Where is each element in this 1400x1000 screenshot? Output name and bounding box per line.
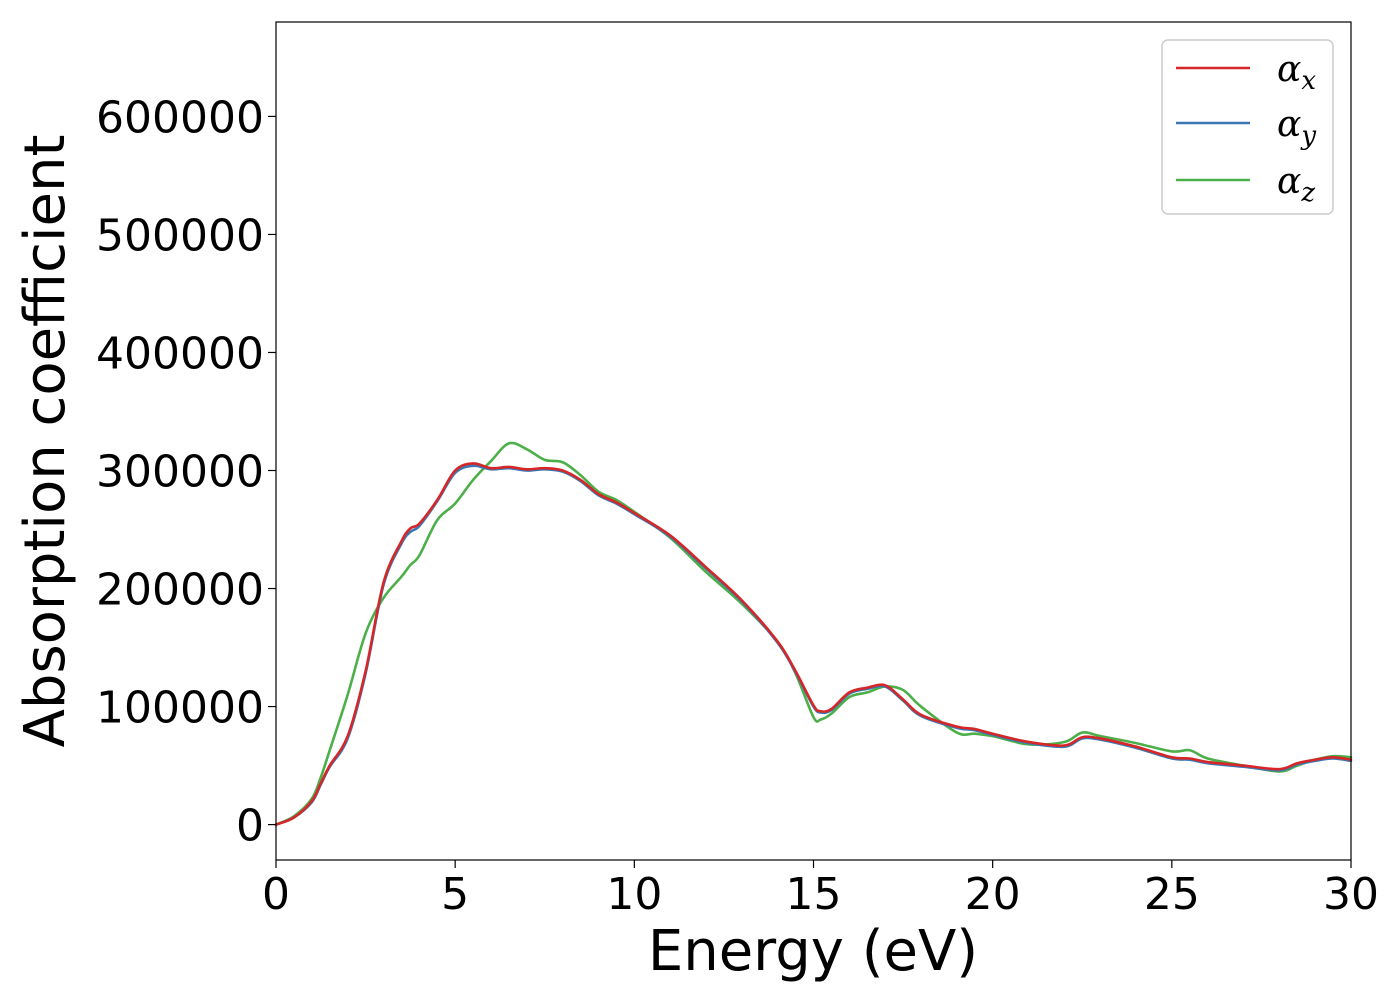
legend-entry-x: αx bbox=[1176, 49, 1316, 96]
x-tick-label: 25 bbox=[1144, 869, 1200, 920]
x-tick-label: 10 bbox=[606, 869, 662, 920]
y-tick-label: 600000 bbox=[96, 92, 264, 143]
x-tick-label: 15 bbox=[786, 869, 842, 920]
legend: αx αy αz bbox=[1161, 39, 1334, 215]
x-tick-label: 5 bbox=[441, 869, 469, 920]
x-tick-label: 20 bbox=[965, 869, 1021, 920]
legend-label-y: αy bbox=[1277, 104, 1316, 151]
series-line-x bbox=[274, 462, 1353, 826]
legend-label-x: αx bbox=[1277, 49, 1316, 96]
x-axis-label: Energy (eV) bbox=[648, 919, 978, 984]
x-axis-ticks: 0 5 10 15 20 25 30 bbox=[262, 860, 1379, 920]
legend-label-z: αz bbox=[1277, 161, 1315, 208]
y-tick-label: 100000 bbox=[96, 683, 264, 734]
y-tick-label: 400000 bbox=[96, 328, 264, 379]
legend-entry-y: αy bbox=[1176, 104, 1316, 151]
y-tick-label: 200000 bbox=[96, 565, 264, 616]
y-tick-label: 0 bbox=[236, 801, 264, 852]
x-tick-label: 0 bbox=[262, 869, 290, 920]
y-axis-label: Absorption coefficient bbox=[13, 135, 78, 748]
x-tick-label: 30 bbox=[1323, 869, 1379, 920]
series-layer bbox=[274, 441, 1353, 826]
y-tick-label: 500000 bbox=[96, 210, 264, 261]
y-axis-ticks: 0 100000 200000 300000 400000 500000 600000 bbox=[96, 92, 276, 852]
y-tick-label: 300000 bbox=[96, 447, 264, 498]
legend-frame bbox=[1161, 39, 1334, 215]
legend-entry-z: αz bbox=[1176, 161, 1315, 208]
